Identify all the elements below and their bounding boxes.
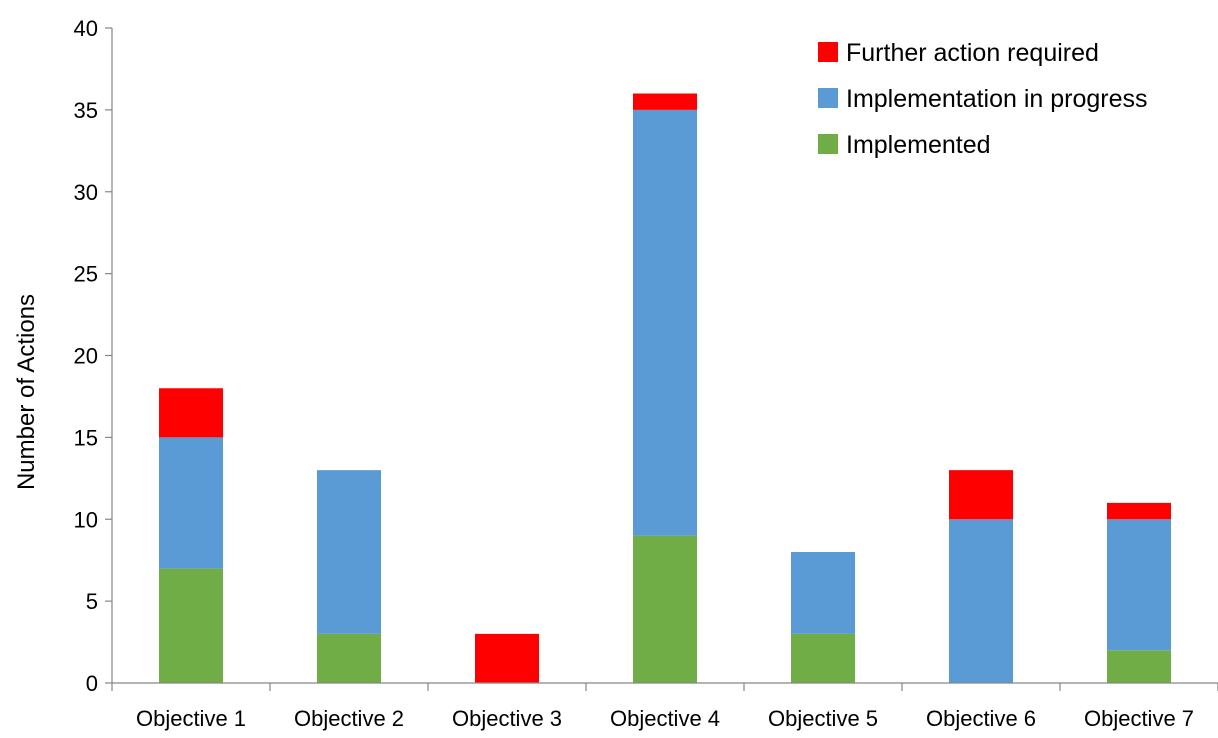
legend-label: Implemented	[846, 131, 991, 159]
y-tick-label: 25	[74, 262, 98, 287]
bar-3-series-3	[475, 633, 539, 684]
y-tick-label: 20	[74, 344, 98, 369]
x-tick-label: Objective 1	[136, 706, 246, 731]
bar-2-series-1	[317, 633, 381, 684]
x-tick-label: Objective 3	[452, 706, 562, 731]
legend-label: Implementation in progress	[846, 85, 1148, 113]
legend-swatch	[818, 42, 838, 62]
bar-6-series-3	[949, 470, 1013, 520]
y-tick-label: 35	[74, 98, 98, 123]
bar-4-series-3	[633, 93, 697, 110]
x-tick-label: Objective 7	[1084, 706, 1194, 731]
bars-layer	[159, 93, 1171, 684]
bar-1-series-1	[159, 568, 223, 684]
y-tick-label: 40	[74, 16, 98, 41]
bar-7-series-2	[1107, 519, 1171, 651]
bar-1-series-3	[159, 388, 223, 438]
bar-7-series-1	[1107, 650, 1171, 683]
bar-6-series-2	[949, 519, 1013, 683]
x-tick-label: Objective 2	[294, 706, 404, 731]
y-tick-label: 5	[86, 589, 98, 614]
bar-4-series-1	[633, 535, 697, 684]
x-tick-label: Objective 5	[768, 706, 878, 731]
y-axis-title: Number of Actions	[13, 294, 40, 490]
axes-layer: 0 5 10 15 20 25 30 35 40 Objective 1 Objective 2 Ob…	[74, 16, 1218, 731]
bar-4-series-2	[633, 109, 697, 536]
bar-5-series-2	[791, 552, 855, 634]
y-tick-label: 10	[74, 507, 98, 532]
legend: Further action required Implementation in…	[818, 39, 1148, 159]
y-tick-label: 30	[74, 180, 98, 205]
legend-swatch	[818, 88, 838, 108]
x-tick-label: Objective 4	[610, 706, 720, 731]
y-tick-label: 0	[86, 671, 98, 696]
x-tick-label: Objective 6	[926, 706, 1036, 731]
bar-1-series-2	[159, 437, 223, 569]
y-tick-label: 15	[74, 425, 98, 450]
bar-5-series-1	[791, 633, 855, 684]
legend-label: Further action required	[846, 39, 1099, 67]
legend-swatch	[818, 134, 838, 154]
bar-2-series-2	[317, 470, 381, 634]
bar-7-series-3	[1107, 502, 1171, 520]
